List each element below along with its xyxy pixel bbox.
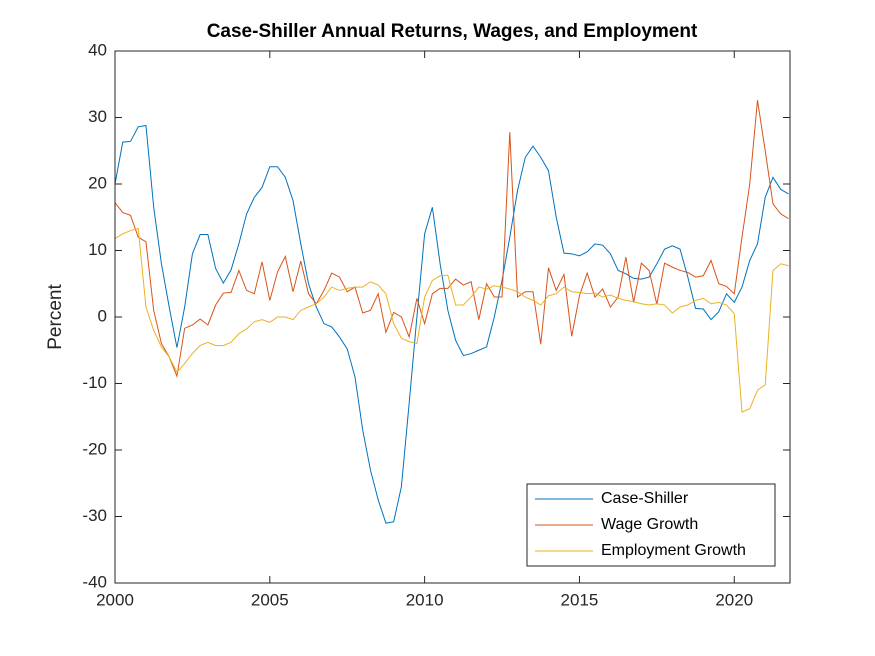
- x-tick-label: 2000: [96, 590, 134, 609]
- x-tick-label: 2010: [406, 590, 444, 609]
- x-tick-label: 2020: [715, 590, 753, 609]
- x-tick-label: 2005: [251, 590, 289, 609]
- y-tick-label: -30: [82, 506, 107, 525]
- series-line: [114, 100, 789, 379]
- axes-box: [114, 50, 791, 584]
- series-line: [114, 227, 789, 413]
- y-tick-label: -10: [82, 373, 107, 392]
- y-tick-label: 0: [98, 306, 107, 325]
- y-tick-label: -40: [82, 572, 107, 591]
- y-tick-label: 30: [88, 107, 107, 126]
- legend-label: Wage Growth: [601, 516, 698, 533]
- legend-label: Employment Growth: [601, 542, 746, 559]
- y-tick-label: 10: [88, 240, 107, 259]
- legend-label: Case-Shiller: [601, 490, 689, 507]
- y-tick-label: -20: [82, 439, 107, 458]
- series-line: [114, 124, 789, 524]
- x-tick-label: 2015: [561, 590, 599, 609]
- y-tick-label: 20: [88, 173, 107, 192]
- chart-title: Case-Shiller Annual Returns, Wages, and …: [207, 21, 698, 42]
- y-tick-label: 40: [88, 40, 107, 59]
- y-axis-label: Percent: [45, 284, 66, 350]
